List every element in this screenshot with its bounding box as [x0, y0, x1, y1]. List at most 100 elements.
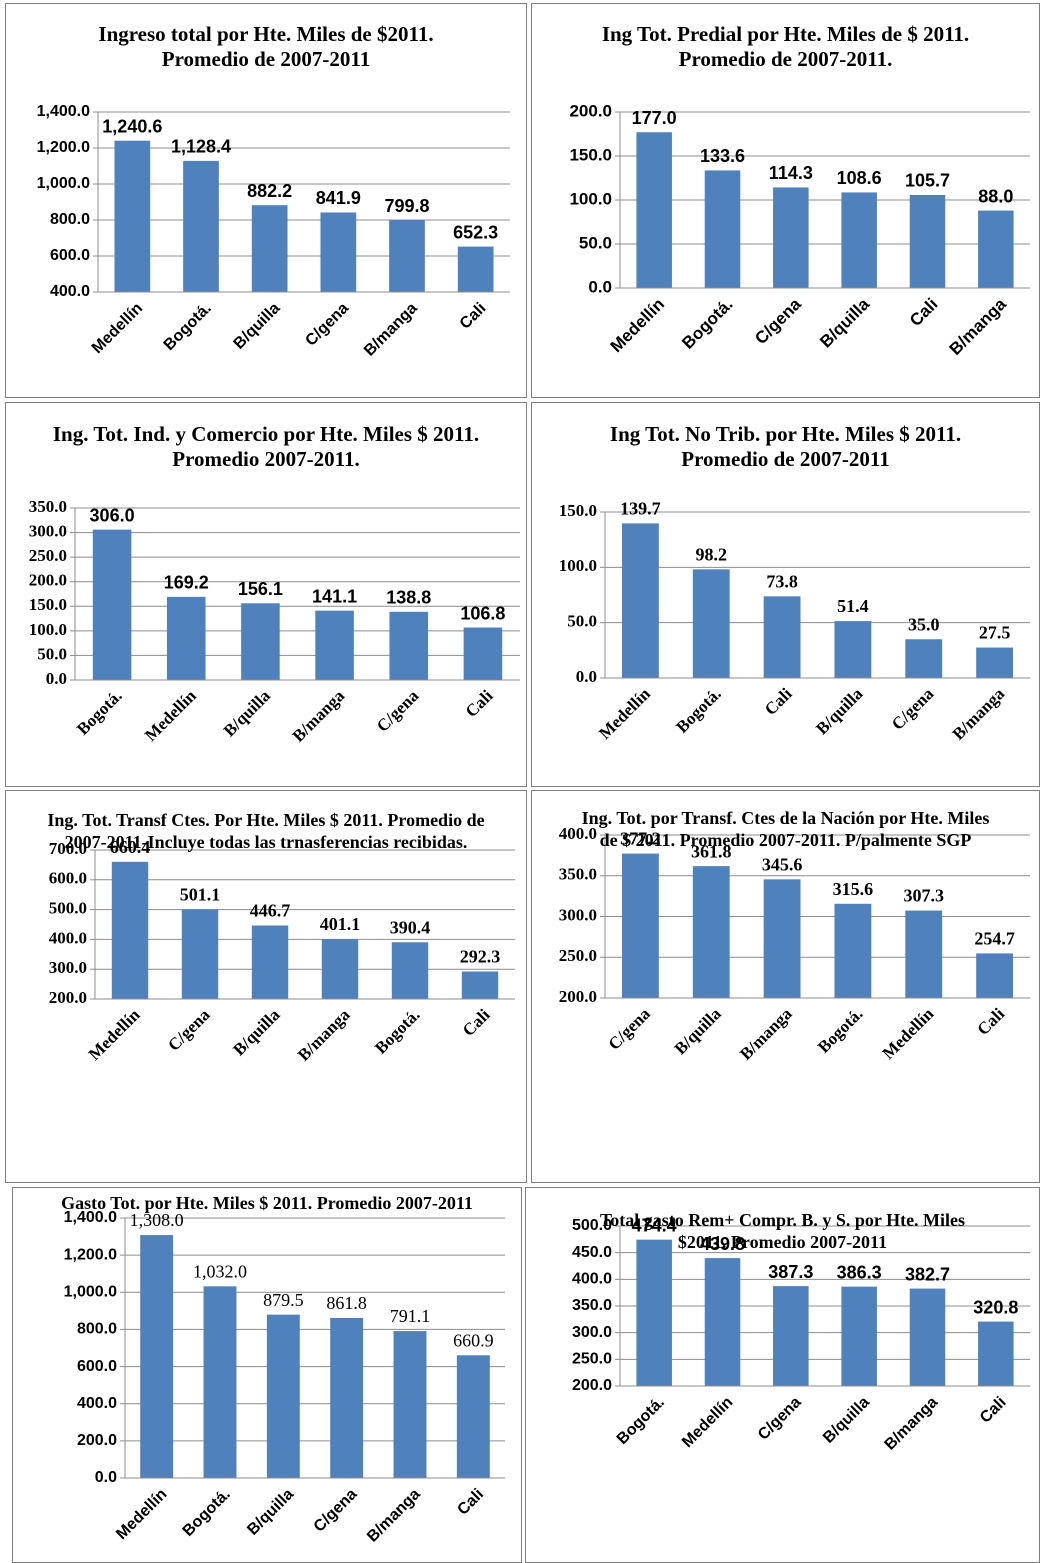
value-label: 88.0	[978, 186, 1013, 206]
value-label: 390.4	[390, 917, 431, 937]
value-label: 306.0	[90, 505, 135, 525]
x-tick-label: B/manga	[949, 684, 1009, 744]
x-tick-label: Medellín	[85, 1005, 144, 1064]
bar	[704, 1258, 741, 1386]
bar	[976, 953, 1013, 998]
bar	[166, 596, 206, 680]
y-tick-label: 150.0	[569, 145, 612, 164]
bar	[905, 910, 943, 998]
y-tick-label: 600.0	[77, 1358, 117, 1375]
y-tick-label: 0.0	[588, 277, 612, 296]
y-tick-label: 300.0	[572, 1324, 612, 1341]
value-label: 791.1	[390, 1306, 431, 1326]
bar	[773, 1286, 809, 1386]
y-tick-label: 600.0	[50, 247, 90, 264]
x-tick-label: B/manga	[882, 1394, 942, 1454]
chart-title: Ingreso total por Hte. Miles de $2011. P…	[98, 22, 434, 72]
y-tick-label: 400.0	[50, 283, 90, 300]
value-label: 660.4	[110, 837, 151, 857]
y-tick-label: 300.0	[49, 958, 87, 977]
value-label: 133.6	[700, 146, 745, 166]
value-label: 377.2	[620, 829, 661, 849]
value-label: 1,240.6	[102, 116, 162, 136]
bar	[692, 569, 730, 678]
bar	[704, 170, 741, 288]
bar	[763, 879, 801, 998]
y-tick-label: 700.0	[49, 839, 87, 858]
value-label: 292.3	[460, 947, 501, 967]
x-tick-label: Medellín	[113, 1486, 170, 1543]
bar	[321, 939, 359, 999]
bar	[330, 1317, 364, 1478]
bar	[841, 1286, 877, 1386]
y-tick-label: 0.0	[576, 667, 597, 686]
value-label: 382.7	[905, 1264, 950, 1284]
y-tick-label: 200.0	[559, 987, 597, 1006]
x-tick-label: C/gena	[888, 684, 938, 734]
value-label: 51.4	[837, 596, 869, 616]
bar	[251, 205, 288, 292]
bar	[315, 610, 354, 680]
x-tick-label: B/quilla	[820, 1394, 873, 1447]
value-label: 879.5	[263, 1290, 304, 1310]
value-label: 98.2	[696, 544, 728, 564]
bar	[622, 853, 659, 998]
value-label: 114.3	[769, 163, 813, 183]
y-tick-label: 150.0	[29, 595, 67, 614]
y-tick-label: 1,000.0	[37, 175, 90, 192]
bar	[636, 1239, 672, 1386]
value-label: 73.8	[766, 571, 798, 591]
bar	[181, 909, 219, 999]
x-tick-label: Bogotá.	[180, 1486, 234, 1540]
y-tick-label: 100.0	[569, 189, 612, 208]
x-tick-label: Medellín	[595, 684, 654, 743]
value-label: 106.8	[460, 603, 505, 623]
bar	[391, 942, 429, 999]
x-tick-label: Bogotá.	[814, 1004, 867, 1057]
value-label: 156.1	[238, 579, 283, 599]
y-tick-label: 50.0	[37, 644, 67, 663]
x-tick-label: Cali	[761, 684, 796, 719]
chart-panel	[531, 402, 1040, 787]
y-tick-label: 50.0	[567, 612, 597, 631]
value-label: 1,128.4	[171, 137, 231, 157]
bar	[834, 903, 872, 998]
y-tick-label: 300.0	[559, 905, 597, 924]
x-tick-label: Medellín	[878, 1004, 937, 1063]
y-tick-label: 1,000.0	[64, 1284, 117, 1301]
value-label: 307.3	[904, 886, 945, 906]
value-label: 320.8	[973, 1297, 1018, 1317]
x-tick-label: B/manga	[736, 1004, 796, 1064]
x-tick-label: B/manga	[289, 686, 349, 746]
bar	[905, 639, 943, 678]
y-tick-label: 0.0	[95, 1469, 117, 1486]
y-tick-label: 1,200.0	[37, 139, 90, 156]
bar	[461, 971, 499, 999]
bar	[320, 212, 357, 292]
value-label: 27.5	[979, 623, 1011, 643]
x-tick-label: C/gena	[302, 300, 352, 350]
y-tick-label: 200.0	[29, 571, 67, 590]
bar	[393, 1331, 427, 1478]
y-tick-label: 400.0	[77, 1395, 117, 1412]
bar	[251, 925, 289, 999]
x-tick-label: B/manga	[294, 1005, 354, 1065]
x-tick-label: C/gena	[373, 686, 423, 736]
bar	[978, 210, 1014, 288]
y-tick-label: 250.0	[559, 946, 597, 965]
value-label: 799.8	[384, 196, 429, 216]
bar	[183, 160, 219, 292]
value-label: 177.0	[632, 108, 677, 128]
value-label: 882.2	[247, 181, 292, 201]
x-tick-label: B/quilla	[220, 686, 275, 741]
x-tick-label: C/gena	[751, 294, 805, 348]
bar	[266, 1314, 300, 1478]
x-tick-label: C/gena	[311, 1486, 361, 1536]
x-tick-label: Cali	[973, 1004, 1008, 1039]
y-tick-label: 400.0	[572, 1271, 612, 1288]
y-tick-label: 200.0	[77, 1432, 117, 1449]
x-tick-label: B/quilla	[816, 294, 873, 351]
x-tick-label: B/quilla	[812, 684, 867, 739]
